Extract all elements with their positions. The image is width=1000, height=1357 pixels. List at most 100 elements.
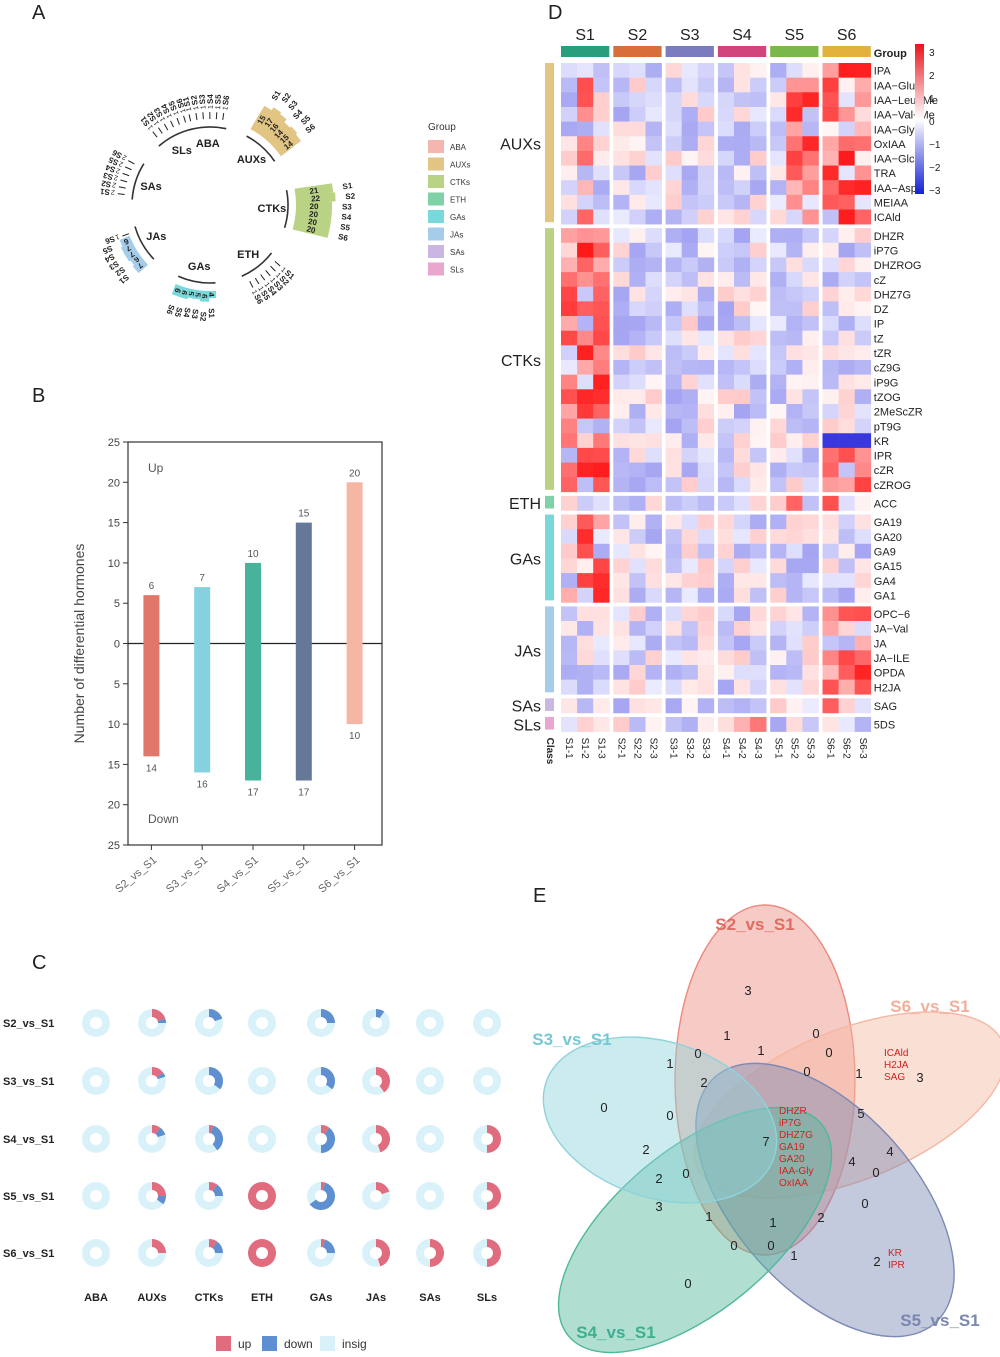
row-label: IPA	[874, 66, 892, 78]
venn-set-title: S3_vs_S1	[532, 1030, 611, 1049]
heatmap-cell	[802, 698, 819, 714]
heatmap-cell	[734, 679, 751, 695]
down-annotation: Down	[148, 812, 179, 826]
heatmap-cell	[681, 150, 699, 166]
col-label: JAs	[366, 1292, 386, 1304]
heatmap-cell	[717, 543, 735, 559]
heatmap-cell	[665, 665, 682, 680]
class-label: SLs	[513, 717, 541, 734]
heatmap-cell	[838, 543, 855, 559]
sector-sample-label: S5	[101, 244, 114, 256]
sector-bar-tick	[176, 117, 180, 125]
y-tick-label: 0	[114, 639, 120, 651]
sector-bar-tick	[215, 112, 218, 120]
heatmap-cell	[681, 286, 699, 302]
heatmap-cell	[593, 374, 610, 390]
scale-tick-label: 3	[929, 48, 935, 59]
heatmap-cell	[838, 558, 855, 574]
heatmap-cell	[645, 716, 662, 732]
row-label: IAA−Val−Me	[874, 110, 935, 122]
heatmap-cell	[629, 106, 646, 122]
heatmap-cell	[697, 433, 715, 449]
heatmap-cell	[734, 573, 751, 589]
heatmap-cell	[561, 209, 578, 225]
heatmap-cell	[697, 514, 715, 530]
heatmap-cell	[577, 477, 594, 493]
heatmap-cell	[770, 272, 787, 288]
heatmap-cell	[717, 301, 735, 317]
heatmap-cell	[561, 77, 578, 93]
pie-hole	[370, 1247, 382, 1259]
scale-tick-label: 2	[929, 71, 935, 82]
sector-sample-label: S5	[213, 94, 223, 105]
heatmap-cell	[734, 716, 751, 732]
column-label: S4-1	[720, 738, 731, 760]
heatmap-cell	[717, 180, 735, 196]
heatmap-cell	[822, 447, 839, 463]
row-label: cZ9G	[874, 363, 901, 375]
heatmap-cell	[665, 63, 682, 78]
sector-bar-group: 2S1	[99, 186, 125, 197]
pie-cell	[416, 1067, 444, 1095]
heatmap-cell	[802, 495, 819, 511]
venn-hormone-label: DHZR	[779, 1106, 807, 1117]
heatmap-cell	[577, 665, 594, 680]
panel-label-c: C	[32, 952, 47, 974]
sector-bar-group: 1S2	[189, 94, 201, 121]
heatmap-cell	[665, 573, 682, 589]
y-tick-label: 15	[108, 759, 120, 771]
heatmap-cell	[577, 650, 594, 666]
heatmap-cell	[802, 389, 819, 405]
sector-bar	[129, 252, 144, 267]
heatmap-cell	[822, 330, 839, 346]
heatmap-cell	[593, 573, 610, 589]
sector-bar-count: 6	[200, 294, 209, 300]
sector-arc	[246, 135, 276, 162]
heatmap-cell	[854, 330, 872, 346]
heatmap-cell	[838, 462, 855, 478]
heatmap-cell	[645, 587, 662, 603]
heatmap-cell	[665, 418, 682, 434]
sector-bar-count: 5	[186, 290, 196, 297]
heatmap-cell	[561, 257, 578, 273]
heatmap-cell	[645, 136, 662, 152]
pie-cell	[416, 1239, 444, 1267]
venn-count: 0	[861, 1196, 868, 1211]
heatmap-cell	[750, 345, 767, 361]
pie-cell	[82, 1182, 110, 1210]
heatmap-cell	[854, 209, 872, 225]
row-label: TRA	[874, 168, 897, 180]
heatmap-cell	[665, 242, 682, 258]
heatmap-cell	[786, 92, 803, 108]
heatmap-cell	[613, 529, 630, 545]
heatmap-cell	[750, 180, 767, 196]
heatmap-cell	[750, 301, 767, 317]
sector-sample-label: S6	[110, 147, 123, 160]
heatmap-cell	[681, 698, 699, 714]
heatmap-cell	[822, 316, 839, 331]
sector-bar-count: 1	[193, 105, 201, 110]
venn-hormone-label: IAA-Gly	[779, 1166, 813, 1177]
sector-bar	[261, 113, 287, 142]
heatmap-cell	[613, 63, 630, 78]
row-label: OPDA	[874, 668, 906, 680]
heatmap-cell	[697, 558, 715, 574]
sector-bar-count: 1	[208, 105, 215, 109]
heatmap-cell	[734, 374, 751, 390]
venn-count: 5	[857, 1106, 864, 1121]
heatmap-cell	[629, 136, 646, 152]
venn-count: 1	[705, 1209, 712, 1224]
heatmap-cell	[629, 698, 646, 714]
sector-bar-count: 1	[268, 277, 276, 285]
heatmap-cell	[822, 514, 839, 530]
heatmap-cell	[734, 543, 751, 559]
sector-bar-count: 20	[309, 210, 319, 220]
heatmap-cell	[734, 301, 751, 317]
bar-down	[245, 643, 261, 781]
col-label: GAs	[310, 1292, 333, 1304]
heatmap-cell	[734, 228, 751, 244]
heatmap-cell	[734, 635, 751, 651]
heatmap-cell	[770, 698, 787, 714]
heatmap-cell	[629, 558, 646, 574]
sector-sample-label: S2	[345, 192, 356, 202]
